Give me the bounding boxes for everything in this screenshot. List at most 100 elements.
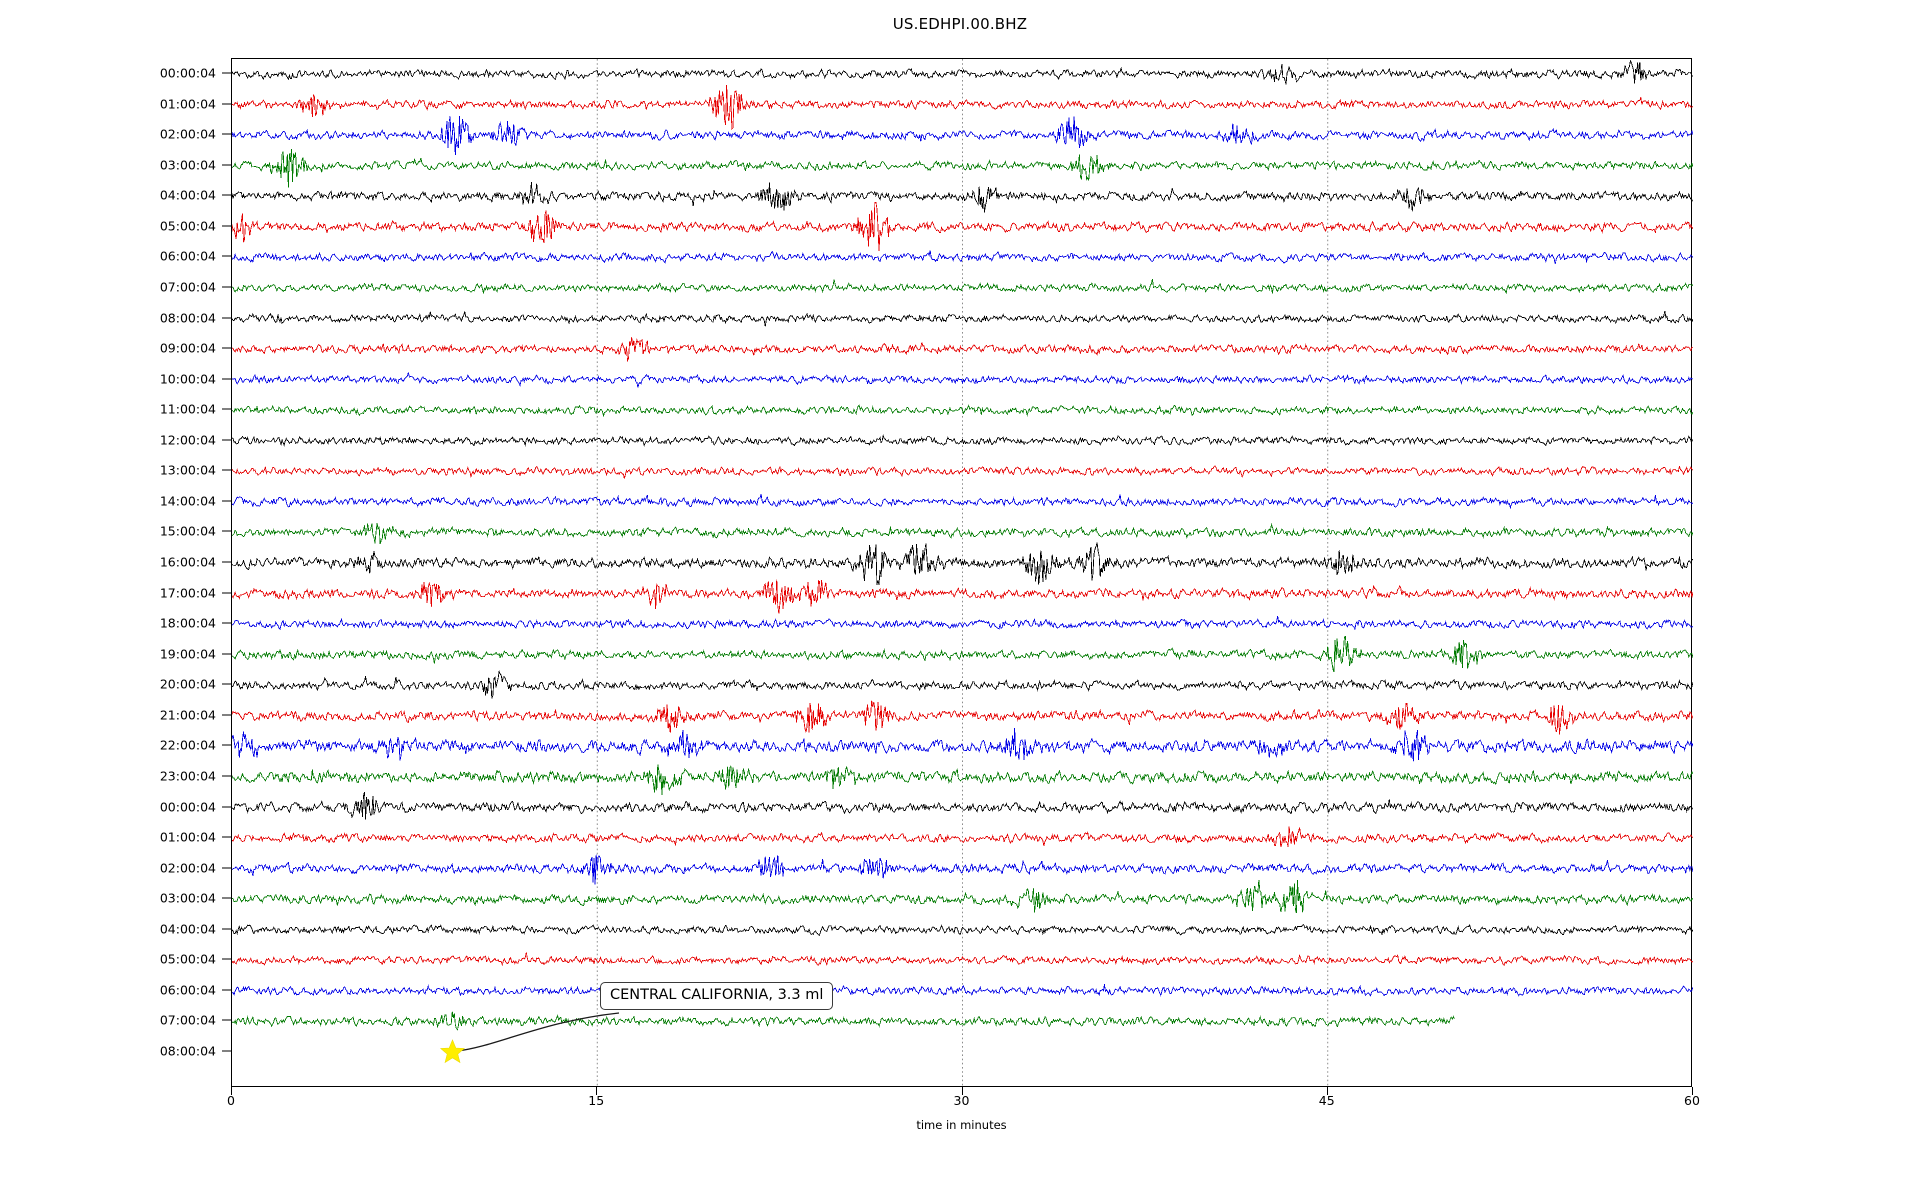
y-tick-label: 07:00:04 [159, 279, 216, 295]
y-tick-label: 04:00:04 [159, 921, 216, 937]
seismic-trace [232, 952, 1693, 967]
x-tick-label: 0 [227, 1093, 235, 1108]
x-tick-mark [231, 1087, 232, 1095]
seismic-trace [232, 372, 1693, 388]
x-tick-mark [1692, 1087, 1693, 1095]
seismic-trace [232, 728, 1693, 762]
y-tick-mark [222, 347, 231, 349]
y-tick-label: 05:00:04 [159, 218, 216, 234]
trace-canvas [232, 59, 1693, 1088]
y-tick-label: 04:00:04 [159, 187, 216, 203]
y-tick-label: 20:00:04 [159, 676, 216, 692]
seismic-trace [232, 669, 1693, 699]
y-tick-mark [222, 439, 231, 441]
y-tick-mark [222, 317, 231, 318]
y-tick-mark [222, 989, 231, 991]
y-tick-mark [222, 1050, 231, 1052]
seismic-trace [232, 542, 1693, 586]
y-tick-label: 00:00:04 [159, 65, 216, 81]
y-tick-mark [222, 530, 231, 532]
y-tick-label: 02:00:04 [159, 860, 216, 876]
y-tick-mark [222, 408, 231, 410]
seismic-trace [232, 579, 1693, 614]
seismic-trace [232, 494, 1693, 510]
seismic-trace [232, 181, 1693, 213]
y-tick-mark [222, 744, 231, 746]
y-tick-label: 22:00:04 [159, 737, 216, 753]
x-tick-label: 45 [1318, 1093, 1335, 1108]
y-tick-label: 09:00:04 [159, 340, 216, 356]
y-tick-mark [222, 1019, 231, 1021]
y-tick-label: 01:00:04 [159, 96, 216, 112]
seismic-trace [232, 310, 1693, 327]
seismic-trace [232, 404, 1693, 418]
plot-area [231, 58, 1693, 1088]
y-tick-label: 15:00:04 [159, 523, 216, 539]
seismic-trace [232, 59, 1693, 85]
y-tick-label: 10:00:04 [159, 371, 216, 387]
x-tick-mark [596, 1087, 598, 1095]
y-tick-mark [222, 592, 231, 594]
y-tick-mark [222, 225, 231, 227]
y-tick-label: 05:00:04 [159, 951, 216, 967]
y-tick-label: 06:00:04 [159, 982, 216, 998]
y-tick-mark [222, 561, 231, 563]
earthquake-star-icon [440, 1038, 466, 1063]
earthquake-annotation-label[interactable]: CENTRAL CALIFORNIA, 3.3 ml [600, 982, 834, 1010]
y-tick-label: 17:00:04 [159, 585, 216, 601]
y-tick-label: 00:00:04 [159, 799, 216, 814]
seismic-trace [232, 1011, 1455, 1031]
y-tick-label: 11:00:04 [159, 401, 216, 417]
y-tick-mark [222, 72, 231, 74]
x-axis-label: time in minutes [916, 1118, 1007, 1132]
x-tick-label: 30 [953, 1093, 970, 1108]
y-tick-label: 03:00:04 [159, 157, 216, 173]
seismic-trace [232, 615, 1693, 631]
y-tick-mark [222, 378, 231, 380]
y-tick-mark [222, 897, 231, 899]
y-tick-mark [222, 775, 231, 777]
y-tick-label: 19:00:04 [159, 646, 216, 662]
y-tick-label: 13:00:04 [159, 462, 216, 478]
y-tick-mark [222, 653, 231, 655]
y-tick-label: 02:00:04 [159, 126, 216, 142]
x-tick-label: 60 [1684, 1093, 1700, 1108]
seismic-trace [232, 879, 1693, 914]
y-tick-mark [222, 255, 231, 257]
y-tick-mark [222, 714, 231, 716]
x-tick-mark [1326, 1087, 1328, 1095]
x-tick-mark [961, 1087, 963, 1095]
y-tick-label: 07:00:04 [159, 1012, 216, 1028]
y-tick-label: 03:00:04 [159, 890, 216, 906]
y-tick-mark [222, 622, 231, 624]
seismic-trace [232, 791, 1693, 820]
y-tick-label: 21:00:04 [159, 707, 216, 723]
y-tick-mark [222, 958, 231, 960]
seismic-trace [232, 84, 1693, 131]
seismic-trace [232, 465, 1693, 479]
y-tick-mark [222, 103, 231, 105]
seismic-trace [232, 764, 1693, 795]
y-tick-mark [222, 194, 231, 196]
x-tick-label: 15 [588, 1093, 605, 1108]
y-tick-mark [222, 836, 231, 838]
seismic-trace [232, 201, 1693, 251]
seismic-trace [232, 984, 1693, 998]
y-tick-label: 23:00:04 [159, 768, 216, 784]
y-tick-label: 01:00:04 [159, 829, 216, 845]
y-tick-mark [222, 133, 231, 135]
y-tick-mark [222, 286, 231, 288]
seismic-trace [232, 250, 1693, 265]
seismic-trace [232, 433, 1693, 447]
y-tick-mark [222, 164, 231, 166]
y-tick-label: 12:00:04 [159, 432, 216, 448]
seismic-trace [232, 635, 1693, 673]
y-tick-label: 06:00:04 [159, 248, 216, 264]
seismic-trace [232, 337, 1693, 362]
y-tick-mark [222, 683, 231, 685]
y-tick-mark [222, 806, 231, 807]
y-tick-label: 08:00:04 [159, 1043, 216, 1059]
y-tick-label: 16:00:04 [159, 554, 216, 570]
seismic-trace [232, 149, 1693, 188]
